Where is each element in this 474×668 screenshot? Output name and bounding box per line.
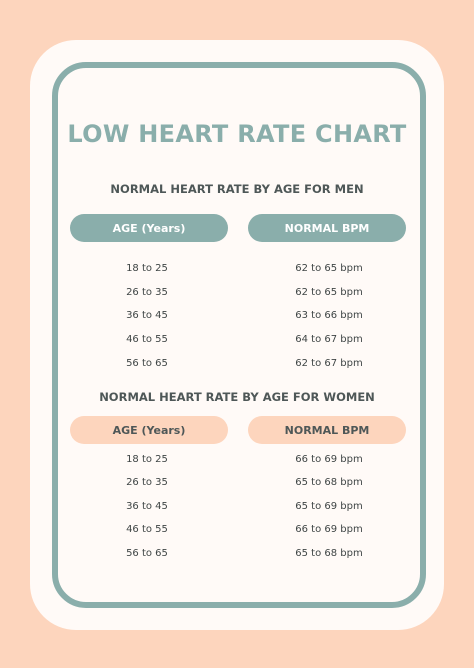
chart-frame bbox=[52, 62, 426, 608]
women-row-3-age: 36 to 45 bbox=[126, 501, 168, 512]
women-row-3-bpm: 65 to 69 bpm bbox=[295, 501, 363, 512]
men-row-5-bpm: 62 to 67 bpm bbox=[295, 358, 363, 369]
women-section-heading: NORMAL HEART RATE BY AGE FOR WOMEN bbox=[99, 390, 375, 404]
women-bpm-header: NORMAL BPM bbox=[248, 416, 406, 444]
men-bpm-header: NORMAL BPM bbox=[248, 214, 406, 242]
men-section-heading: NORMAL HEART RATE BY AGE FOR MEN bbox=[110, 182, 364, 196]
women-row-5-bpm: 65 to 68 bpm bbox=[295, 548, 363, 559]
page-title: LOW HEART RATE CHART bbox=[67, 120, 407, 148]
women-row-1-bpm: 66 to 69 bpm bbox=[295, 454, 363, 465]
men-row-2-bpm: 62 to 65 bpm bbox=[295, 287, 363, 298]
women-row-1-age: 18 to 25 bbox=[126, 454, 168, 465]
men-row-3-bpm: 63 to 66 bpm bbox=[295, 310, 363, 321]
men-row-4-bpm: 64 to 67 bpm bbox=[295, 334, 363, 345]
men-row-4-age: 46 to 55 bbox=[126, 334, 168, 345]
chart-sheet bbox=[30, 40, 444, 630]
women-row-2-age: 26 to 35 bbox=[126, 477, 168, 488]
women-row-2-bpm: 65 to 68 bpm bbox=[295, 477, 363, 488]
men-row-2-age: 26 to 35 bbox=[126, 287, 168, 298]
men-age-header: AGE (Years) bbox=[70, 214, 228, 242]
women-age-header: AGE (Years) bbox=[70, 416, 228, 444]
men-row-1-age: 18 to 25 bbox=[126, 263, 168, 274]
men-row-5-age: 56 to 65 bbox=[126, 358, 168, 369]
women-row-5-age: 56 to 65 bbox=[126, 548, 168, 559]
men-row-1-bpm: 62 to 65 bpm bbox=[295, 263, 363, 274]
women-row-4-age: 46 to 55 bbox=[126, 524, 168, 535]
women-row-4-bpm: 66 to 69 bpm bbox=[295, 524, 363, 535]
men-row-3-age: 36 to 45 bbox=[126, 310, 168, 321]
